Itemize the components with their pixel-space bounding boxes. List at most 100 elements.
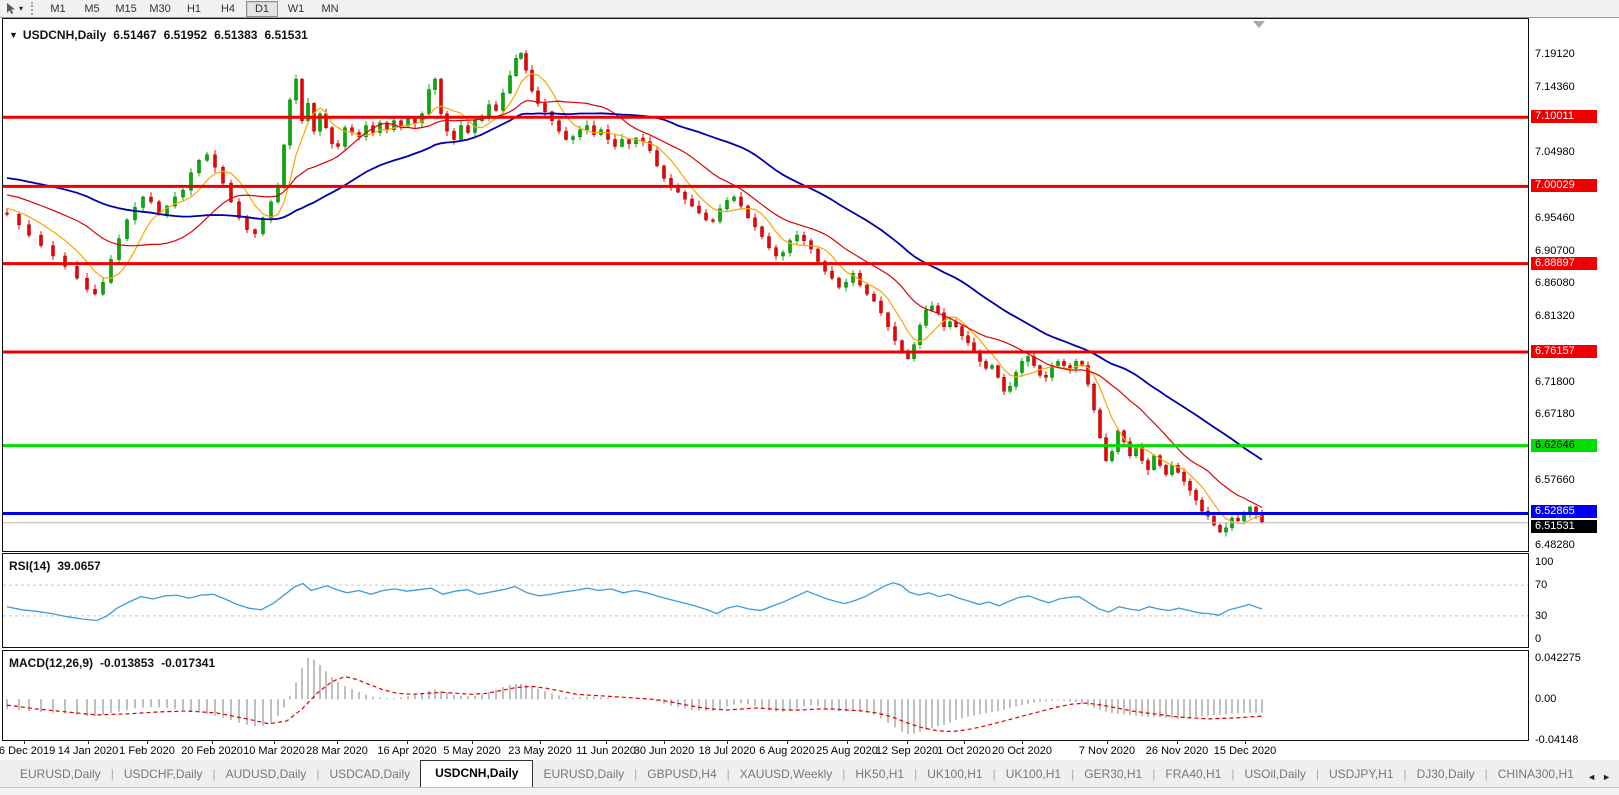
candle[interactable] [655,150,659,167]
candle[interactable] [109,259,113,283]
candle[interactable] [732,196,736,201]
candle[interactable] [530,69,534,92]
candle[interactable] [984,361,988,369]
tab-scroll-left-icon[interactable]: ◄ [1587,772,1597,782]
candle[interactable] [294,78,298,101]
chart-tab-gbpusd-h4[interactable]: GBPUSD,H4 [647,767,717,781]
candle[interactable] [261,217,265,235]
candle[interactable] [141,196,145,208]
tab-scroll-right-icon[interactable]: ► [1602,772,1611,782]
timeframe-button-M30[interactable]: M30 [149,2,171,15]
candle[interactable] [879,300,883,314]
candle[interactable] [1176,465,1180,473]
chart-tab-audusd-daily[interactable]: AUDUSD,Daily [225,767,307,781]
chart-tab-ger30-h1[interactable]: GER30,H1 [1084,767,1143,781]
candle[interactable] [620,139,624,147]
main-chart-panel[interactable]: ▼ USDCNH,Daily 6.51467 6.51952 6.51383 6.5153… [2,18,1529,552]
candle[interactable] [125,219,129,239]
candle[interactable] [1188,481,1192,491]
candle[interactable] [795,234,799,241]
candle[interactable] [536,90,540,104]
timeframe-button-MN[interactable]: MN [321,2,339,15]
candle[interactable] [487,104,491,117]
candle[interactable] [343,127,347,147]
candle[interactable] [237,201,241,219]
candle[interactable] [282,144,286,187]
chart-tab-dj30-daily[interactable]: DJ30,Daily [1416,767,1475,781]
candle[interactable] [300,78,304,121]
chart-tab-usdjpy-h1[interactable]: USDJPY,H1 [1328,767,1394,781]
candle[interactable] [1128,441,1132,456]
candle[interactable] [930,305,934,311]
candle[interactable] [466,125,470,133]
candle[interactable] [739,196,743,207]
chart-tab-fra40-h1[interactable]: FRA40,H1 [1165,767,1222,781]
candle[interactable] [101,282,105,295]
candle[interactable] [452,130,456,140]
candle[interactable] [816,248,820,262]
candle[interactable] [1194,490,1198,501]
rsi-chart-canvas[interactable] [3,554,1528,647]
candle[interactable] [306,103,310,121]
macd-indicator-panel[interactable]: MACD(12,26,9) -0.013853 -0.017341 [2,650,1529,741]
candle[interactable] [221,166,225,184]
candle[interactable] [613,139,617,147]
candle[interactable] [830,270,834,279]
candle[interactable] [213,154,217,168]
candle[interactable] [1218,524,1222,533]
candle[interactable] [229,182,233,203]
candle[interactable] [851,273,855,283]
candle[interactable] [318,113,322,132]
candle[interactable] [578,129,582,137]
candle[interactable] [433,78,437,90]
candle[interactable] [886,312,890,327]
candle[interactable] [802,234,806,241]
price-chart-canvas[interactable] [3,19,1528,551]
candle[interactable] [746,205,750,219]
candle[interactable] [606,129,610,140]
chart-tab-usdchf-daily[interactable]: USDCHF,Daily [123,767,203,781]
candle[interactable] [5,212,9,215]
candle[interactable] [972,342,976,352]
candle[interactable] [519,53,523,59]
candle[interactable] [1074,361,1078,369]
candle[interactable] [662,165,666,179]
candle[interactable] [378,122,382,133]
candle[interactable] [1056,361,1060,366]
chart-tab-usoil-daily[interactable]: USOil,Daily [1244,767,1306,781]
candle[interactable] [1092,384,1096,411]
candle[interactable] [936,305,940,314]
candle[interactable] [253,229,257,235]
candle[interactable] [181,189,185,198]
candle[interactable] [634,137,638,144]
candle[interactable] [439,78,443,115]
candle[interactable] [648,141,652,151]
candle[interactable] [1014,372,1018,387]
macd-chart-canvas[interactable] [3,651,1528,740]
candle[interactable] [837,277,841,288]
candle[interactable] [1104,437,1108,461]
candle[interactable] [1200,499,1204,512]
candle[interactable] [725,200,729,210]
candle[interactable] [1080,361,1084,366]
candle[interactable] [413,118,417,124]
candle[interactable] [336,143,340,147]
candle[interactable] [1182,472,1186,482]
candle[interactable] [189,172,193,191]
candle[interactable] [1002,377,1006,392]
candle[interactable] [564,130,568,140]
candle[interactable] [1260,513,1264,524]
chart-tab-china300-h1[interactable]: CHINA300,H1 [1497,767,1574,781]
candle[interactable] [704,212,708,221]
candle[interactable] [501,92,505,111]
candle[interactable] [627,139,631,144]
candle[interactable] [774,247,778,257]
candle[interactable] [1212,515,1216,526]
candle[interactable] [1170,465,1174,475]
candle[interactable] [85,277,89,290]
candle[interactable] [1164,465,1168,475]
candle[interactable] [399,120,403,126]
chart-tab-hk50-h1[interactable]: HK50,H1 [855,767,905,781]
candle[interactable] [900,340,904,352]
